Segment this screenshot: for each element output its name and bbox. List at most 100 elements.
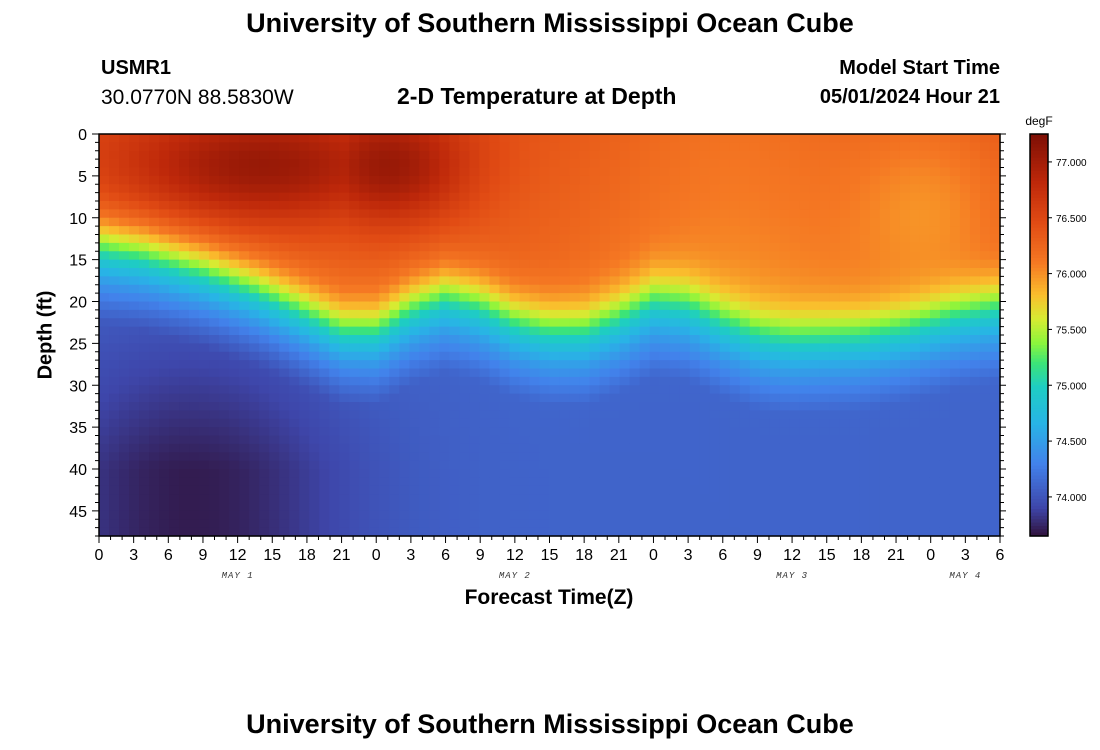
heatmap-cell (189, 259, 200, 269)
heatmap-cell (639, 502, 651, 512)
heatmap-cell (639, 527, 651, 537)
heatmap-cell (869, 134, 881, 143)
heatmap-cell (829, 469, 841, 478)
heatmap-cell (219, 234, 230, 244)
heatmap-cell (529, 435, 541, 445)
heatmap-cell (809, 192, 821, 202)
heatmap-cell (299, 142, 310, 152)
heatmap-cell (279, 469, 290, 478)
heatmap-cell (669, 301, 681, 311)
heatmap-cell (279, 184, 290, 194)
heatmap-cell (559, 326, 571, 336)
heatmap-cell (279, 485, 290, 495)
heatmap-cell (989, 175, 1001, 185)
heatmap-cell (819, 502, 831, 512)
heatmap-cell (599, 167, 611, 177)
heatmap-cell (379, 368, 390, 378)
heatmap-cell (119, 460, 130, 470)
heatmap-cell (779, 184, 791, 194)
heatmap-cell (609, 402, 621, 411)
heatmap-cell (909, 343, 921, 353)
heatmap-cell (709, 469, 721, 478)
heatmap-cell (379, 435, 390, 445)
heatmap-cell (139, 502, 150, 512)
heatmap-cell (709, 276, 721, 286)
heatmap-cell (569, 293, 581, 303)
colorbar-cell (1030, 247, 1048, 252)
heatmap-cell (329, 510, 340, 520)
heatmap-cell (989, 410, 1001, 420)
heatmap-cell (629, 469, 641, 478)
heatmap-cell (819, 427, 831, 437)
heatmap-cell (189, 234, 200, 244)
heatmap-cell (439, 159, 450, 169)
heatmap-cell (949, 402, 961, 411)
heatmap-cell (739, 175, 751, 185)
heatmap-cell (319, 284, 330, 294)
heatmap-cell (179, 209, 190, 219)
heatmap-cell (259, 519, 270, 529)
heatmap-cell (989, 402, 1001, 411)
heatmap-cell (169, 134, 180, 143)
heatmap-cell (769, 368, 781, 378)
heatmap-cell (259, 469, 270, 478)
heatmap-cell (619, 427, 631, 437)
heatmap-cell (399, 184, 410, 194)
heatmap-cell (849, 527, 861, 537)
heatmap-cell (829, 226, 841, 236)
heatmap-cell (959, 159, 971, 169)
heatmap-cell (769, 435, 781, 445)
heatmap-cell (879, 217, 891, 227)
x-tick-label: 0 (372, 547, 381, 564)
heatmap-cell (899, 427, 911, 437)
heatmap-cell (329, 376, 340, 386)
heatmap-cell (339, 519, 350, 529)
heatmap-cell (499, 469, 511, 478)
heatmap-cell (699, 527, 711, 537)
heatmap-cell (829, 301, 841, 311)
heatmap-cell (489, 393, 501, 403)
heatmap-cell (799, 485, 811, 495)
heatmap-cell (359, 293, 370, 303)
heatmap-cell (269, 351, 280, 361)
heatmap-cell (909, 452, 921, 462)
heatmap-cell (879, 385, 891, 395)
heatmap-cell (889, 393, 901, 403)
heatmap-cell (769, 259, 781, 269)
heatmap-cell (929, 527, 941, 537)
heatmap-cell (569, 385, 581, 395)
heatmap-cell (579, 494, 591, 504)
heatmap-cell (139, 418, 150, 428)
heatmap-cell (469, 326, 481, 336)
heatmap-cell (519, 435, 531, 445)
heatmap-cell (459, 318, 471, 328)
heatmap-cell (899, 284, 911, 294)
heatmap-cell (259, 418, 270, 428)
heatmap-cell (229, 427, 240, 437)
heatmap-cell (989, 276, 1001, 286)
heatmap-cell (259, 234, 270, 244)
heatmap-cell (299, 259, 310, 269)
heatmap-cell (509, 159, 521, 169)
heatmap-cell (939, 268, 951, 277)
heatmap-cell (809, 234, 821, 244)
heatmap-cell (509, 452, 521, 462)
heatmap-cell (339, 485, 350, 495)
heatmap-cell (479, 477, 491, 487)
heatmap-cell (459, 435, 471, 445)
heatmap-cell (139, 234, 150, 244)
heatmap-cell (439, 494, 450, 504)
heatmap-cell (129, 134, 140, 143)
heatmap-cell (519, 309, 531, 319)
heatmap-cell (589, 192, 601, 202)
heatmap-cell (589, 460, 601, 470)
heatmap-cell (679, 343, 691, 353)
heatmap-cell (259, 452, 270, 462)
heatmap-cell (389, 385, 400, 395)
heatmap-cell (719, 284, 731, 294)
heatmap-cell (679, 360, 691, 370)
heatmap-cell (759, 192, 771, 202)
heatmap-cell (909, 469, 921, 478)
heatmap-cell (719, 402, 731, 411)
heatmap-cell (509, 201, 521, 210)
